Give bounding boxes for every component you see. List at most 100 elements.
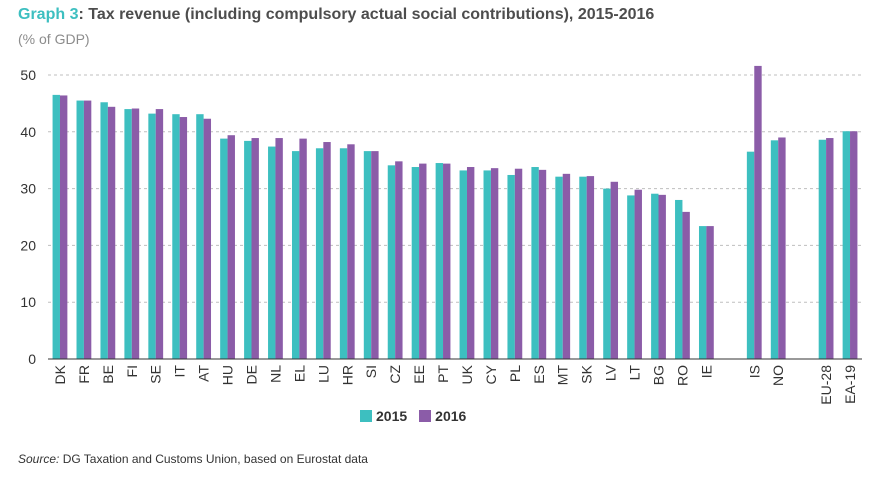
bar-2015-PT xyxy=(435,163,444,359)
y-tick-label: 10 xyxy=(20,294,36,310)
bar-2015-BE xyxy=(100,102,108,359)
bar-2015-PL xyxy=(507,174,515,359)
bar-2016-LV xyxy=(610,181,619,359)
x-tick-label: LT xyxy=(627,365,643,381)
chart-title-text: : Tax revenue (including compulsory actu… xyxy=(78,6,655,23)
x-tick-label: CZ xyxy=(387,365,403,384)
bar-2016-IE xyxy=(706,226,714,359)
axes: 0 10 20 30 40 50 DK FR BE FI SE IT AT HU DE NL EL LU HR SI C… xyxy=(20,67,862,405)
bar-2015-BG xyxy=(651,193,659,359)
x-tick-label: HU xyxy=(220,365,236,385)
bar-2015-SE xyxy=(148,113,156,360)
bar-2015-DE xyxy=(244,140,252,359)
bar-2015-HR xyxy=(339,148,348,359)
bar-2016-FR xyxy=(83,100,92,359)
bar-2015-AT xyxy=(196,114,204,359)
y-tick-label: 0 xyxy=(28,351,36,367)
bar-2016-LU xyxy=(323,142,331,359)
bar-2016-NL xyxy=(275,138,283,359)
bar-2016-FI xyxy=(131,108,140,360)
bar-2015-LT xyxy=(627,195,635,359)
bar-2015-NO xyxy=(770,140,779,359)
legend-label-2016: 2016 xyxy=(435,408,467,424)
legend: 2015 2016 xyxy=(360,408,478,424)
bar-2015-LV xyxy=(603,188,611,359)
bar-2016-DE xyxy=(251,138,259,359)
legend-swatch-2016 xyxy=(419,410,432,422)
bar-2015-MT xyxy=(555,176,563,359)
x-tick-label: PT xyxy=(435,365,451,383)
bar-2015-FR xyxy=(76,100,84,359)
x-tick-label: LU xyxy=(315,365,331,383)
bar-2016-IS xyxy=(754,65,762,360)
bar-2016-EL xyxy=(299,138,307,359)
x-tick-label: EL xyxy=(291,365,307,382)
bar-2016-HU xyxy=(227,135,235,359)
bar-2016-EE xyxy=(419,163,427,359)
x-tick-label: SE xyxy=(148,365,164,384)
bar-2016-SE xyxy=(155,109,164,359)
source-note: Source: DG Taxation and Customs Union, b… xyxy=(18,452,368,466)
bar-2016-EU-28 xyxy=(826,138,834,359)
x-tick-label: BG xyxy=(651,365,667,385)
x-tick-label: NL xyxy=(267,365,283,383)
x-tick-label: EE xyxy=(411,365,427,384)
x-tick-label: NO xyxy=(770,365,786,386)
x-tick-label: RO xyxy=(674,365,690,386)
x-tick-label: ES xyxy=(531,365,547,384)
bar-2015-UK xyxy=(459,170,467,359)
bar-2015-RO xyxy=(675,199,683,359)
y-tick-label: 20 xyxy=(20,237,36,253)
bar-2016-DK xyxy=(59,95,68,359)
gridlines xyxy=(48,74,862,303)
x-tick-label: BE xyxy=(100,365,116,384)
bar-2016-IT xyxy=(179,117,188,359)
bars xyxy=(52,65,858,360)
bar-2015-SK xyxy=(579,176,587,359)
source-text: DG Taxation and Customs Union, based on … xyxy=(59,452,368,466)
x-tick-label: EA-19 xyxy=(842,365,858,404)
legend-item-2016: 2016 xyxy=(419,408,466,424)
bar-2016-SK xyxy=(586,176,595,359)
bar-2015-FI xyxy=(124,109,132,359)
bar-2015-CY xyxy=(483,170,491,359)
y-tick-label: 50 xyxy=(20,67,36,83)
bar-2016-BG xyxy=(658,194,666,359)
bar-2015-HU xyxy=(220,138,228,359)
bar-2016-BE xyxy=(107,106,116,359)
bar-2016-AT xyxy=(203,118,212,360)
bar-2015-ES xyxy=(531,167,539,359)
y-tick-label: 30 xyxy=(20,181,36,197)
x-tick-label: PL xyxy=(507,365,523,382)
x-tick-label: EU-28 xyxy=(818,365,834,405)
bar-2015-IE xyxy=(698,226,707,359)
bar-2015-NL xyxy=(268,146,276,359)
x-tick-label: DE xyxy=(244,365,260,384)
bar-2016-MT xyxy=(562,173,571,359)
bar-2016-EA-19 xyxy=(850,131,858,359)
x-tick-label: SI xyxy=(363,365,379,378)
legend-item-2015: 2015 xyxy=(360,408,407,424)
x-tick-label: DK xyxy=(52,364,68,384)
bar-2015-EL xyxy=(291,151,300,359)
x-tick-label: HR xyxy=(339,365,355,385)
bar-2015-LU xyxy=(315,148,324,359)
bar-2016-PL xyxy=(514,168,523,359)
x-tick-label: IT xyxy=(172,365,188,378)
bar-2015-EU-28 xyxy=(818,139,827,359)
x-tick-label: CY xyxy=(483,364,499,384)
bar-2016-SI xyxy=(371,151,379,359)
bar-2016-HR xyxy=(347,144,355,359)
chart-title: Graph 3: Tax revenue (including compulso… xyxy=(18,6,654,24)
chart-subtitle: (% of GDP) xyxy=(18,31,90,47)
bar-2015-CZ xyxy=(387,165,396,359)
x-tick-label: MT xyxy=(555,365,571,386)
bar-2016-LT xyxy=(634,189,642,359)
bar-2015-EA-19 xyxy=(842,131,851,359)
source-label: Source: xyxy=(18,452,60,466)
x-tick-label: IS xyxy=(746,365,762,378)
bar-2015-DK xyxy=(52,94,60,359)
bar-2016-CZ xyxy=(395,161,403,359)
legend-swatch-2015 xyxy=(360,410,372,422)
